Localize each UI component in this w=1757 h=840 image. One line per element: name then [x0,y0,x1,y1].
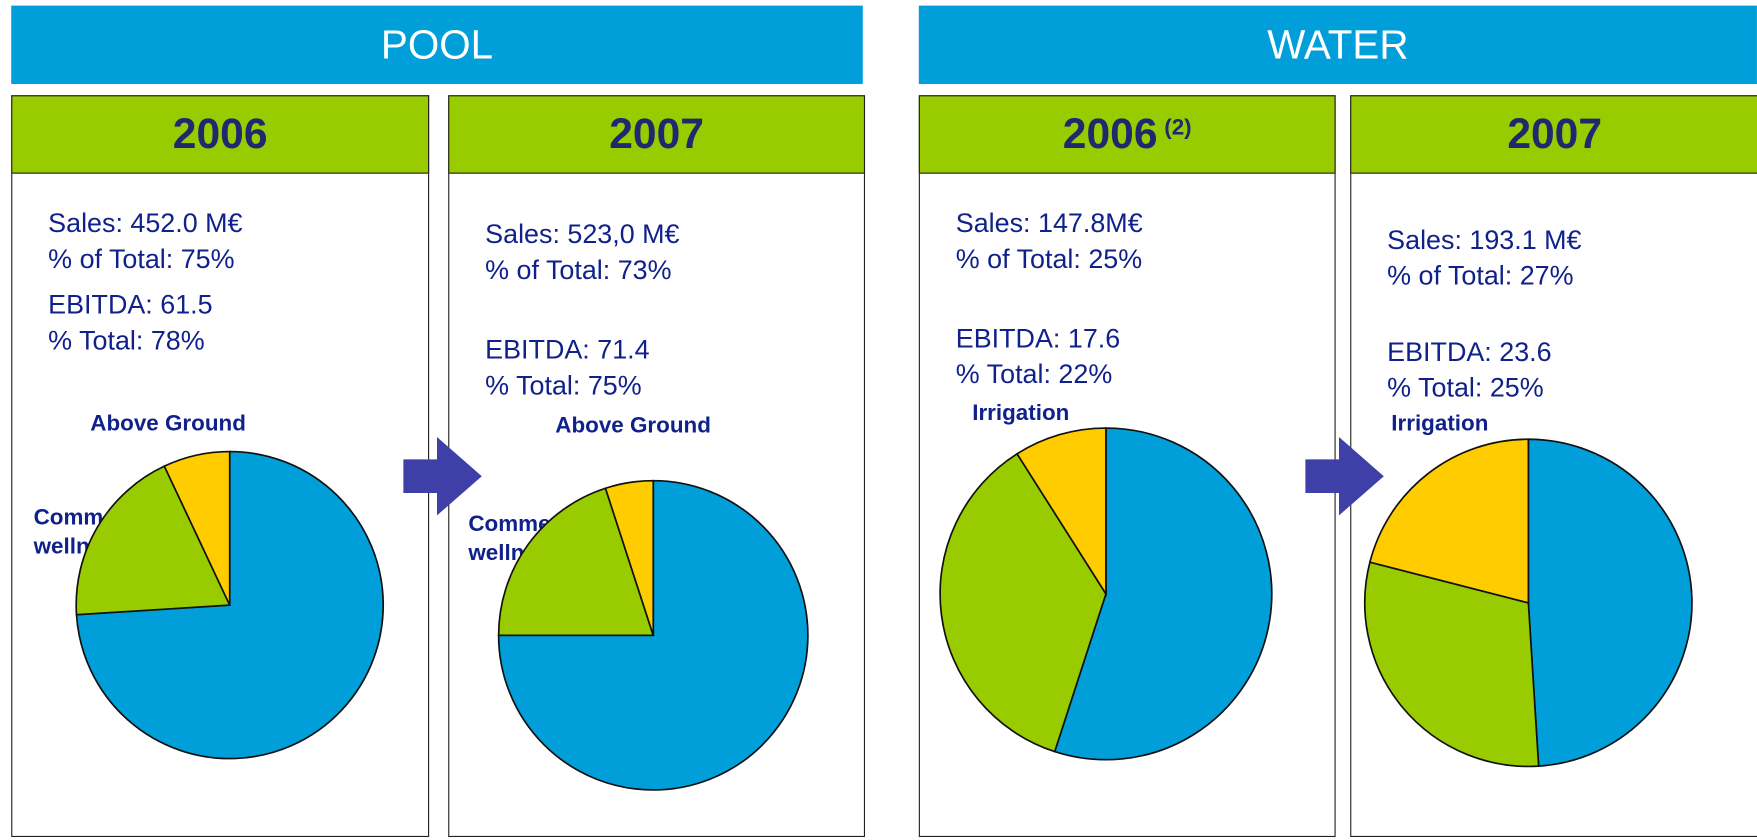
summary-line: % of Total: 75% [48,244,235,275]
summary-line: % Total: 22% [955,359,1113,390]
panel-header: 2007 [1350,95,1757,174]
slice-label: Irrigation [972,401,1070,426]
summary-line: Sales: 452.0 M€ [48,208,243,239]
pie-slice [939,452,1107,753]
panel-title: 2006 [172,110,268,158]
panel-header: 2006 (2) [918,95,1336,174]
arrow [403,436,482,516]
arrow [1305,436,1384,516]
panel-title: 2006 [1062,110,1158,158]
summary-line: % Total: 25% [1387,373,1544,404]
slice-label: Irrigation [1391,411,1489,436]
summary-line: % of Total: 27% [1387,261,1574,292]
summary-line: EBITDA: 23.6 [1387,337,1552,368]
pie-slice [1527,438,1693,767]
summary-line: EBITDA: 61.5 [48,290,213,321]
panel-title: 2007 [1507,110,1603,158]
summary-line: % Total: 75% [485,370,642,402]
panel: 2006 (2) Sales: 147.8M€ % of Total: 25% EBIT… [918,95,1336,838]
summary-line: Sales: 523,0 M€ [485,219,680,250]
summary-line: Sales: 193.1 M€ [1387,225,1582,256]
panel-title: 2007 [609,110,704,158]
summary-line: EBITDA: 17.6 [955,323,1121,355]
title-note: (2) [1164,114,1192,140]
summary-line: Sales: 147.8M€ [955,208,1143,239]
section-header: WATER [918,5,1757,85]
pie-slice [75,465,231,616]
panel-header: 2006 [11,95,430,174]
pie-slice [604,479,655,636]
pie-slice [1053,427,1273,761]
pie-slice [497,479,809,791]
pie-slice [497,487,655,637]
summary-line: % of Total: 25% [955,244,1143,275]
slice-label: Above Ground [555,413,711,439]
pie-slice [1015,427,1107,597]
summary-line: % of Total: 73% [485,255,672,286]
summary-line: % Total: 78% [48,326,205,357]
pie-slice [163,450,231,606]
panel: 2007 Sales: 193.1 M€ % of Total: 27% EBITDA… [1350,95,1757,838]
summary-line: EBITDA: 71.4 [485,335,650,366]
pie-slice [1368,438,1530,604]
slice-label: Above Ground [90,411,246,436]
pie-slice [1363,561,1540,768]
section-header: POOL [11,5,863,85]
panel: 2007 Sales: 523,0 M€ % of Total: 73% EBITDA… [448,95,866,838]
panel-header: 2007 [448,95,866,174]
